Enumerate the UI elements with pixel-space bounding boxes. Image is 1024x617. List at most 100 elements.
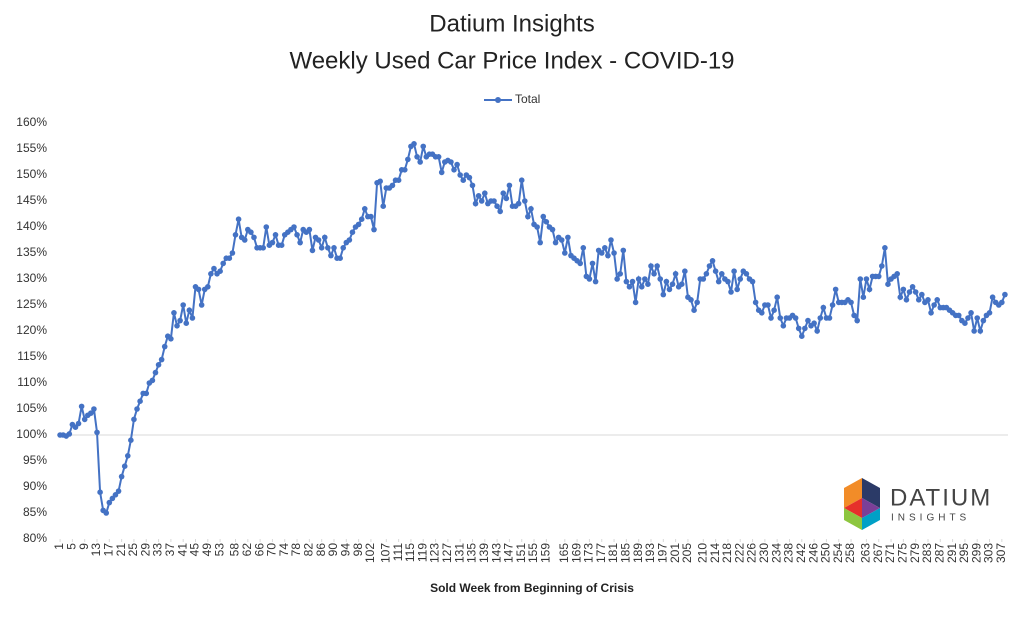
data-point bbox=[183, 320, 190, 327]
x-tick-label: 165 bbox=[557, 543, 571, 563]
data-point bbox=[401, 167, 408, 173]
x-tick-label: 177 bbox=[594, 543, 608, 563]
data-point bbox=[737, 276, 744, 282]
data-point bbox=[198, 302, 205, 308]
data-point bbox=[186, 307, 193, 314]
x-tick-label: 263 bbox=[859, 543, 873, 563]
data-point bbox=[395, 177, 402, 183]
data-point bbox=[691, 307, 697, 314]
data-point bbox=[534, 224, 540, 230]
data-point bbox=[986, 310, 993, 316]
x-tick-label: 135 bbox=[465, 543, 479, 563]
y-tick-label: 100% bbox=[16, 427, 47, 441]
data-point bbox=[161, 343, 168, 350]
data-point bbox=[411, 141, 417, 147]
x-tick-label: 226 bbox=[745, 543, 759, 563]
data-point bbox=[780, 323, 787, 329]
data-point bbox=[460, 177, 467, 183]
x-tick-label: 147 bbox=[502, 543, 516, 563]
data-point bbox=[174, 323, 180, 329]
data-point bbox=[414, 154, 420, 160]
data-point bbox=[666, 286, 673, 293]
x-tick-label: 41 bbox=[175, 543, 189, 557]
logo-shape bbox=[844, 498, 862, 518]
data-point bbox=[980, 317, 987, 324]
x-tick-label: 1 bbox=[52, 543, 66, 550]
data-point bbox=[346, 237, 353, 243]
data-point bbox=[503, 195, 510, 202]
x-tick-label: 169 bbox=[569, 543, 583, 563]
x-tick-label: 86 bbox=[314, 543, 328, 557]
data-point bbox=[525, 213, 531, 220]
data-point bbox=[75, 420, 82, 427]
x-tick-label: 275 bbox=[896, 543, 910, 563]
data-point bbox=[552, 239, 559, 246]
data-point bbox=[626, 284, 633, 290]
data-point bbox=[660, 291, 667, 298]
legend-label: Total bbox=[515, 92, 540, 106]
x-tick-label: 201 bbox=[668, 543, 682, 563]
data-point bbox=[672, 271, 679, 277]
data-point bbox=[749, 278, 756, 285]
data-point bbox=[919, 291, 925, 298]
x-tick-label: 210 bbox=[695, 543, 709, 563]
data-point bbox=[291, 224, 297, 230]
data-point bbox=[715, 278, 722, 285]
x-tick-label: 254 bbox=[831, 543, 845, 563]
data-point bbox=[543, 219, 550, 225]
data-point bbox=[777, 315, 784, 321]
data-point bbox=[875, 273, 882, 280]
data-point bbox=[131, 416, 137, 423]
x-tick-label: 246 bbox=[806, 543, 820, 563]
data-point bbox=[481, 190, 488, 196]
data-point bbox=[971, 328, 977, 334]
data-point bbox=[608, 237, 614, 243]
x-tick-label: 291 bbox=[945, 543, 959, 563]
data-point bbox=[368, 213, 374, 220]
logo-tagline: INSIGHTS bbox=[891, 513, 970, 524]
data-point bbox=[500, 190, 507, 196]
data-point bbox=[654, 263, 660, 269]
data-point bbox=[241, 237, 248, 243]
data-point bbox=[743, 271, 750, 277]
data-point bbox=[149, 377, 156, 384]
x-tick-label: 242 bbox=[794, 543, 808, 563]
data-point bbox=[848, 299, 854, 306]
logo-shape bbox=[844, 508, 862, 530]
data-point bbox=[497, 208, 503, 215]
data-point bbox=[712, 268, 719, 275]
y-tick-label: 130% bbox=[16, 271, 47, 285]
x-tick-label: 181 bbox=[606, 543, 620, 563]
x-tick-label: 115 bbox=[403, 543, 417, 562]
data-point bbox=[137, 398, 143, 405]
data-point bbox=[968, 310, 974, 316]
data-point bbox=[315, 237, 322, 243]
data-point bbox=[361, 206, 368, 212]
x-tick-label: 37 bbox=[163, 543, 177, 557]
x-tick-label: 159 bbox=[539, 543, 553, 563]
data-point bbox=[195, 286, 202, 293]
data-point bbox=[768, 315, 774, 321]
x-tick-label: 185 bbox=[619, 543, 633, 563]
x-tick-label: 205 bbox=[680, 543, 694, 563]
data-point bbox=[454, 161, 460, 168]
data-point bbox=[894, 271, 901, 277]
data-point bbox=[814, 328, 820, 334]
data-point bbox=[515, 200, 522, 207]
data-point bbox=[466, 174, 473, 181]
data-point bbox=[620, 247, 627, 254]
data-point bbox=[854, 317, 860, 324]
y-tick-label: 140% bbox=[16, 219, 47, 233]
data-point bbox=[694, 299, 700, 306]
data-point bbox=[171, 310, 177, 316]
data-point bbox=[623, 278, 630, 285]
x-tick-label: 218 bbox=[720, 543, 734, 563]
x-tick-label: 173 bbox=[582, 543, 596, 563]
data-point bbox=[912, 289, 919, 295]
data-point bbox=[820, 304, 827, 311]
x-tick-label: 258 bbox=[843, 543, 857, 563]
data-point bbox=[709, 258, 716, 264]
data-point bbox=[632, 299, 639, 306]
data-point bbox=[106, 499, 113, 506]
